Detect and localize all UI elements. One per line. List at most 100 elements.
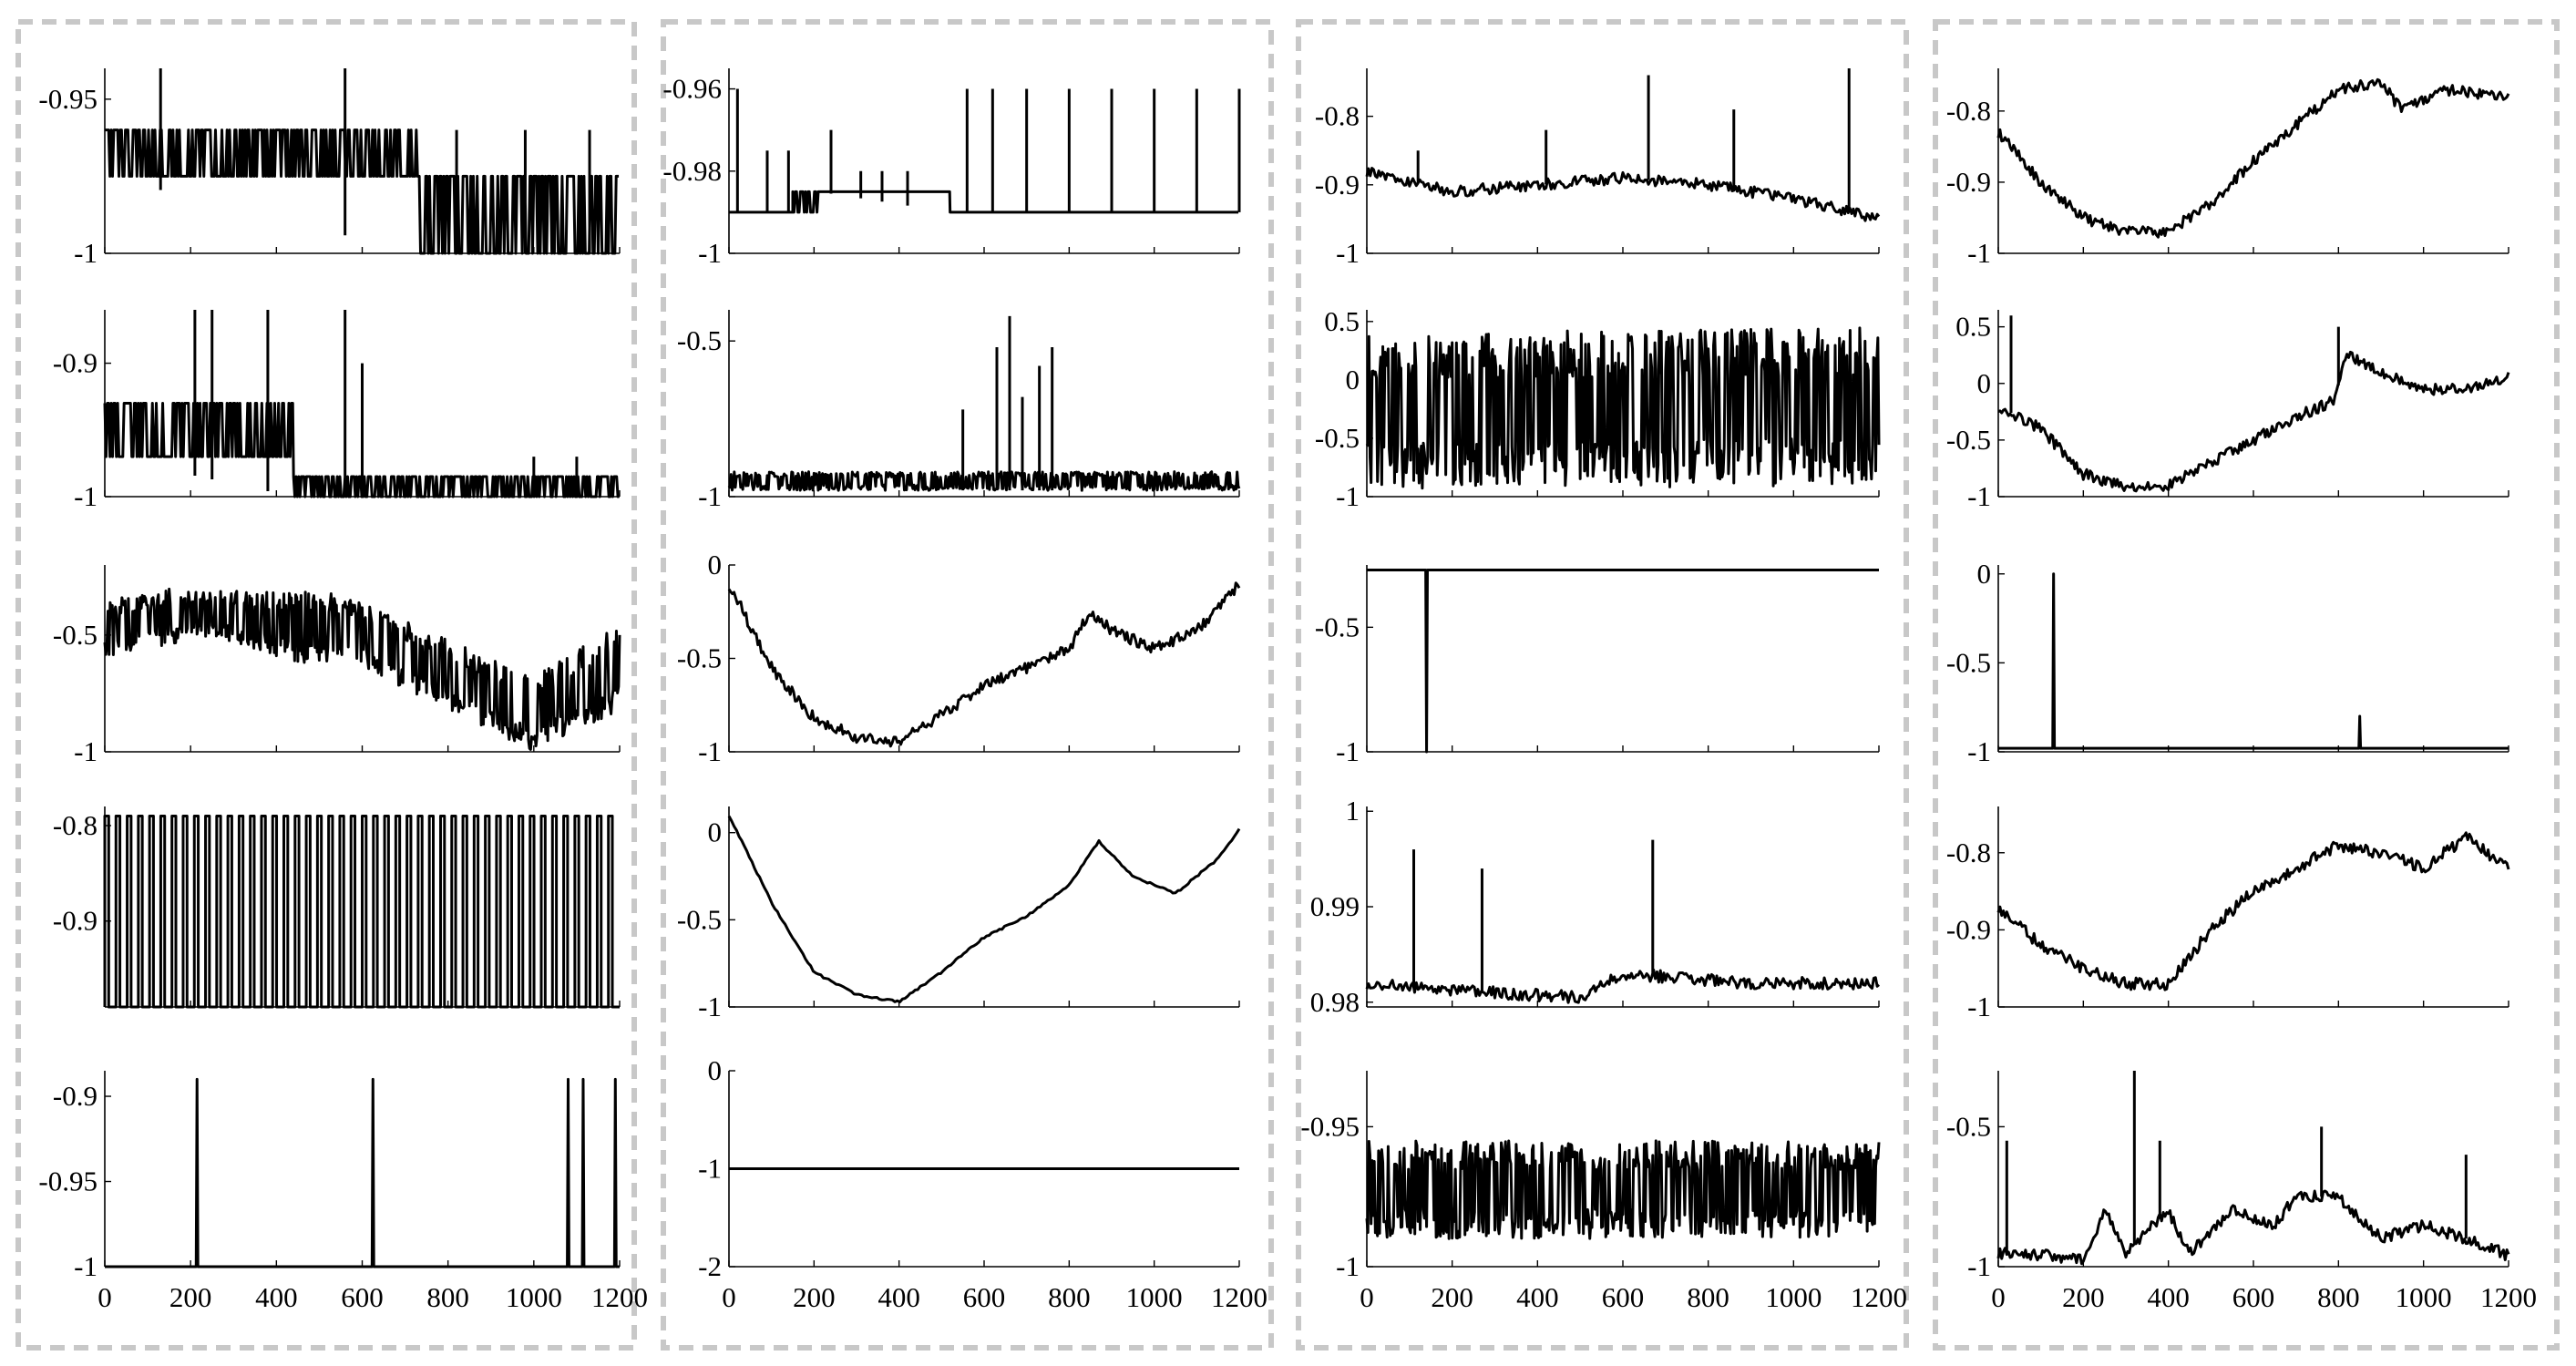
y-tick-label: -0.8 <box>53 809 97 841</box>
x-tick-label: 1200 <box>1211 1281 1267 1313</box>
y-tick-label: -0.96 <box>662 73 722 105</box>
y-tick-label: -0.5 <box>1946 646 1991 678</box>
y-tick-label: 0.98 <box>1310 986 1360 1018</box>
y-tick-label: -1 <box>1336 480 1360 512</box>
y-tick-label: -0.9 <box>53 905 97 937</box>
subplot-c1-r2: -0.9 -1 <box>53 310 621 512</box>
y-tick-label: -0.5 <box>1946 424 1991 456</box>
x-tick-label: 1200 <box>1851 1281 1907 1313</box>
y-tick-label: -1 <box>74 1250 97 1282</box>
x-tick-label: 400 <box>1516 1281 1559 1313</box>
y-tick-label: 0 <box>1977 558 1992 590</box>
series-line <box>103 814 620 1009</box>
x-tick-label: 1000 <box>1765 1281 1822 1313</box>
x-tick-label: 800 <box>1048 1281 1091 1313</box>
plots: -0.95 -1 -0.9 -1 -0.5 -1 -0.8 -0.9 0 200 400 600 800… <box>38 68 2537 1313</box>
x-tick-label: 1000 <box>1126 1281 1183 1313</box>
y-tick-label: -1 <box>1967 1250 1991 1282</box>
y-tick-label: 0.5 <box>1955 311 1991 343</box>
y-tick-label: -0.95 <box>1300 1110 1360 1142</box>
x-tick-label: 1000 <box>2396 1281 2452 1313</box>
subplot-c3-r1: -0.8 -0.9 -1 <box>1315 68 1881 269</box>
series-line <box>1365 326 1881 490</box>
subplot-c2-r3: 0 -0.5 -1 <box>677 549 1241 767</box>
subplot-c4-r1: -0.8 -0.9 -1 <box>1946 68 2510 269</box>
y-tick-label: -1 <box>1967 991 1991 1022</box>
subplot-c4-r2: 0.5 0 -0.5 -1 <box>1946 310 2510 512</box>
y-tick-label: -0.9 <box>1946 166 1991 198</box>
x-tick-label: 200 <box>2062 1281 2105 1313</box>
y-tick-label: -0.8 <box>1315 100 1360 132</box>
y-tick-label: 1 <box>1346 795 1360 827</box>
series-line <box>1996 1071 2510 1266</box>
series-line <box>1365 1139 1881 1240</box>
series-line <box>1997 315 2510 493</box>
x-tick-label: 600 <box>341 1281 384 1313</box>
y-tick-label: -1 <box>698 1153 722 1185</box>
y-tick-label: -1 <box>1336 735 1360 767</box>
x-tick-label: 600 <box>2232 1281 2275 1313</box>
y-tick-label: 0 <box>1977 367 1992 399</box>
y-tick-label: -0.9 <box>53 1080 97 1112</box>
series-line <box>103 310 620 498</box>
subplot-c2-r2: -0.5 -1 <box>677 310 1241 512</box>
subplot-c3-r4: 1 0.99 0.98 <box>1310 795 1880 1018</box>
y-tick-label: -1 <box>698 991 722 1022</box>
y-tick-label: -1 <box>1967 735 1991 767</box>
x-tick-label: 200 <box>169 1281 212 1313</box>
subplot-c3-r5: 0 200 400 600 800 1000 1200 -0.95 -1 <box>1300 1071 1907 1313</box>
y-tick-label: -1 <box>1967 480 1991 512</box>
series-line <box>104 68 620 255</box>
x-tick-label: 400 <box>255 1281 298 1313</box>
series-line <box>1365 68 1881 222</box>
x-tick-label: 0 <box>722 1281 736 1313</box>
series-line <box>727 581 1241 748</box>
series-line <box>105 1077 620 1268</box>
y-tick-label: 0 <box>708 549 723 580</box>
x-tick-label: 1200 <box>591 1281 648 1313</box>
series-line <box>1996 77 2510 239</box>
x-tick-label: 1000 <box>506 1281 562 1313</box>
x-tick-label: 0 <box>1991 1281 2006 1313</box>
y-tick-label: -0.5 <box>53 619 97 651</box>
subplot-c2-r5: 0 200 400 600 800 1000 1200 0 -1 -2 <box>698 1054 1267 1313</box>
y-tick-label: -0.95 <box>38 1166 97 1197</box>
series-line <box>727 815 1241 1004</box>
series-line <box>103 587 621 751</box>
y-tick-label: -0.5 <box>677 903 722 935</box>
series-line <box>1998 572 2509 750</box>
subplot-c4-r5: 0 200 400 600 800 1000 1200 -0.5 -1 <box>1946 1071 2537 1313</box>
y-tick-label: -0.5 <box>1315 422 1360 454</box>
y-tick-label: -0.9 <box>1946 913 1991 945</box>
x-tick-label: 200 <box>793 1281 836 1313</box>
y-tick-label: -0.8 <box>1946 95 1991 127</box>
y-tick-label: -0.5 <box>1946 1110 1991 1142</box>
x-tick-label: 800 <box>2317 1281 2360 1313</box>
y-tick-label: -1 <box>74 237 97 269</box>
subplot-c3-r2: 0.5 0 -0.5 -1 <box>1315 305 1881 512</box>
y-tick-label: -0.5 <box>677 642 722 674</box>
series-line <box>1365 839 1880 1004</box>
x-tick-label: 0 <box>97 1281 112 1313</box>
column-frame-1 <box>15 19 637 1351</box>
y-tick-label: 0 <box>1346 364 1360 395</box>
x-tick-label: 600 <box>963 1281 1006 1313</box>
series-line <box>727 315 1241 492</box>
x-tick-label: 400 <box>877 1281 920 1313</box>
series-line <box>728 88 1241 214</box>
y-tick-label: -1 <box>74 480 97 512</box>
x-tick-label: 0 <box>1360 1281 1374 1313</box>
y-tick-label: -0.5 <box>677 324 722 356</box>
y-tick-label: -1 <box>1336 237 1360 269</box>
x-tick-label: 1200 <box>2480 1281 2537 1313</box>
y-tick-label: -0.5 <box>1315 611 1360 642</box>
y-tick-label: -2 <box>698 1250 722 1282</box>
y-tick-label: -1 <box>698 480 722 512</box>
y-tick-label: -0.9 <box>53 347 97 379</box>
y-tick-label: 0 <box>708 817 723 848</box>
x-tick-label: 400 <box>2147 1281 2190 1313</box>
y-tick-label: -1 <box>1967 237 1991 269</box>
y-tick-label: -1 <box>1336 1250 1360 1282</box>
